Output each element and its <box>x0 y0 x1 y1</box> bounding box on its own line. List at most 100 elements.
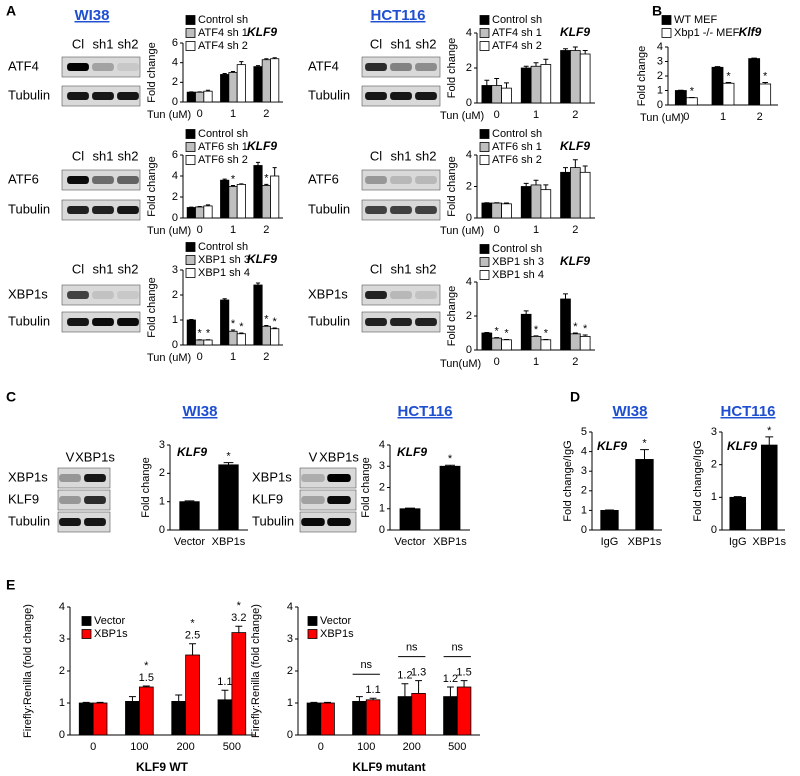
y-tick-label: 4 <box>59 601 65 613</box>
bar <box>186 91 196 103</box>
blot-strip <box>361 169 441 191</box>
lane-label: sh2 <box>416 36 437 51</box>
significance-mark: * <box>198 328 203 340</box>
y-tick-label: 4 <box>172 170 178 182</box>
blot-band <box>67 92 89 100</box>
blot-band <box>92 176 114 184</box>
chart-title: KLF9 <box>597 439 627 453</box>
error-bar <box>142 685 150 687</box>
significance-mark: * <box>226 450 231 462</box>
lane-label: Cl <box>72 148 84 163</box>
y-axis-label: Fold change <box>360 457 372 518</box>
error-bar <box>494 337 500 339</box>
bar <box>759 83 772 106</box>
y-tick-label: 3 <box>172 264 178 276</box>
y-axis-label: Fold change/IgG <box>692 440 704 521</box>
error-bar <box>543 58 549 65</box>
significance-mark: * <box>231 318 236 330</box>
bar <box>397 696 413 736</box>
error-bar <box>523 182 529 187</box>
cell-line-header: WI38 <box>182 403 217 420</box>
bar <box>270 175 280 219</box>
legend-label: Control sh <box>198 241 248 253</box>
blot-strip <box>361 284 441 306</box>
y-tick-label: 2 <box>711 459 717 471</box>
bar <box>195 91 205 103</box>
error-bar <box>640 449 649 460</box>
legend-swatch <box>479 155 490 165</box>
lane-label: sh2 <box>118 148 139 163</box>
legend-label: ATF6 sh 2 <box>492 154 542 166</box>
lane-label: Cl <box>370 261 382 276</box>
x-tick-label: 500 <box>223 741 241 753</box>
bar <box>270 58 280 103</box>
bar <box>261 59 271 103</box>
bar <box>520 186 532 219</box>
error-bar <box>189 643 197 655</box>
y-axis-label: Fold change <box>446 286 458 347</box>
significance-mark: * <box>144 660 149 672</box>
x-tick-label: 2 <box>572 224 578 236</box>
y-tick-label: 1 <box>159 496 165 508</box>
blot-band <box>365 63 387 71</box>
panel-label: E <box>6 577 15 593</box>
error-bar <box>533 179 539 185</box>
y-tick-label: 3 <box>287 633 293 645</box>
bar <box>228 186 238 219</box>
bar <box>203 339 213 346</box>
blot-band <box>84 496 106 504</box>
legend-swatch <box>185 28 196 38</box>
error-bar <box>504 202 509 204</box>
legend-label: XBP1 sh 3 <box>492 256 544 268</box>
error-bar <box>533 335 539 337</box>
error-bar <box>582 50 588 54</box>
y-tick-label: 2 <box>466 62 472 74</box>
significance-mark: * <box>190 618 195 630</box>
panel-label: D <box>570 389 580 405</box>
blot-band <box>365 176 387 184</box>
bar <box>220 299 230 346</box>
bar <box>501 87 512 104</box>
error-bar <box>264 183 269 186</box>
x-tick-label: 500 <box>448 741 466 753</box>
x-tick-label: 1 <box>533 224 539 236</box>
bar <box>560 50 571 104</box>
significance-mark: * <box>763 70 768 82</box>
legend-swatch <box>307 616 318 626</box>
legend-label: XBP1 sh 3 <box>198 254 250 266</box>
bar <box>685 97 698 106</box>
bar <box>220 179 230 219</box>
blot-band <box>301 518 325 526</box>
error-bar <box>255 282 261 285</box>
panel-label: A <box>6 3 16 19</box>
x-tick-label: Vector <box>174 536 206 548</box>
bar <box>220 74 230 103</box>
blot-row-label: Tubulin <box>8 87 50 102</box>
legend-swatch <box>479 41 490 51</box>
error-bar <box>369 697 377 700</box>
error-bar <box>239 183 244 185</box>
error-bar <box>324 701 331 703</box>
y-tick-label: 4 <box>466 149 472 161</box>
value-label: 1.1 <box>217 676 232 688</box>
blot-band <box>415 92 437 100</box>
error-bar <box>563 48 568 51</box>
bar <box>491 85 502 104</box>
x-tick-label: 1 <box>533 356 539 368</box>
error-bar <box>222 298 227 300</box>
bar <box>456 686 472 736</box>
bar <box>236 64 246 103</box>
blot-row-label: Tubulin <box>8 513 50 528</box>
y-tick-label: 0 <box>159 524 165 536</box>
x-tick-label: 100 <box>357 741 375 753</box>
error-bar <box>96 701 104 703</box>
blot-strip <box>57 489 111 511</box>
blot-band <box>67 291 89 299</box>
error-bar <box>494 78 500 86</box>
error-bar <box>401 683 409 697</box>
y-axis-label: Firefly:Renilla (fold change) <box>250 604 262 738</box>
x-tick-label: 100 <box>130 741 148 753</box>
x-axis-label: Tun (uM) <box>147 352 191 364</box>
significance-mark: * <box>237 600 242 612</box>
bar <box>138 686 154 736</box>
